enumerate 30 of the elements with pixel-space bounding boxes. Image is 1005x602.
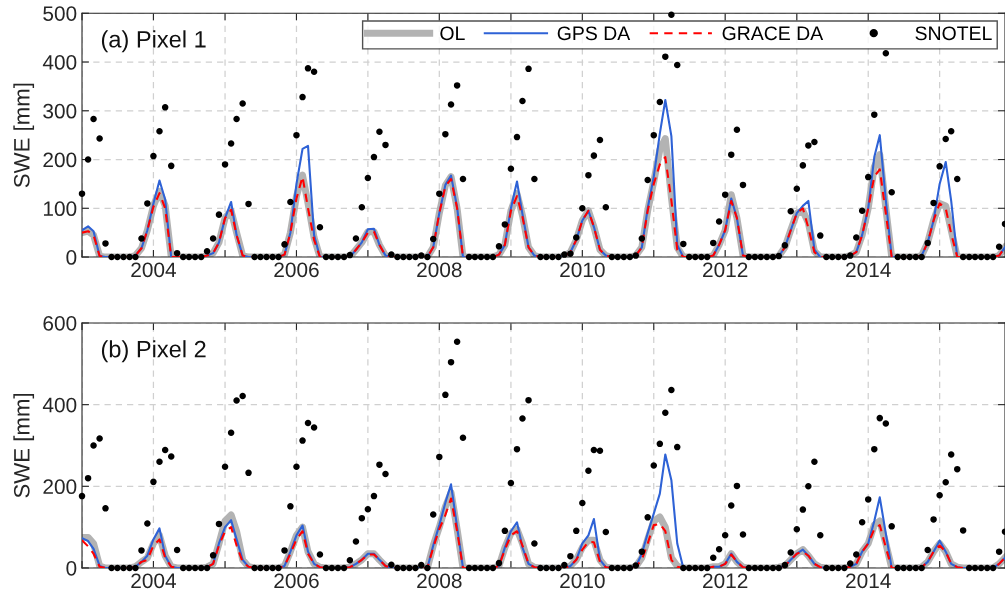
x-tick-label: 2010 — [560, 573, 605, 589]
y-tick-label: 400 — [42, 397, 77, 413]
y-axis-title: SWE [mm] — [13, 393, 35, 498]
x-tick-label: 2014 — [846, 262, 891, 278]
x-tick-label: 2012 — [703, 262, 748, 278]
y-axis-title: SWE [mm] — [13, 83, 35, 188]
y-tick-label: 300 — [43, 103, 77, 119]
legend-label: SNOTEL — [915, 26, 992, 41]
y-tick-label: 100 — [43, 201, 77, 217]
y-tick-label: 200 — [43, 152, 77, 168]
annotation: (b) Pixel 2 — [101, 340, 206, 363]
x-tick-label: 2008 — [417, 262, 462, 278]
y-tick-label: 200 — [43, 479, 77, 495]
y-tick-label: 400 — [42, 55, 77, 70]
y-tick-label: 500 — [43, 6, 77, 21]
x-tick-label: 2006 — [274, 262, 319, 278]
annotation: (a) Pixel 1 — [101, 30, 206, 53]
x-tick-label: 2014 — [846, 573, 891, 589]
x-tick-label: 2006 — [274, 573, 319, 589]
legend-label: GRACE DA — [722, 26, 824, 41]
x-tick-label: 2004 — [131, 573, 176, 589]
x-tick-label: 2012 — [703, 573, 748, 589]
x-tick-label: 2008 — [417, 573, 462, 589]
x-tick-label: 2010 — [560, 262, 605, 278]
y-tick-label: 0 — [66, 560, 77, 576]
legend-label: GPS DA — [557, 26, 631, 41]
y-tick-label: 0 — [66, 250, 77, 265]
x-tick-label: 2004 — [131, 262, 176, 278]
y-tick-label: 600 — [43, 315, 77, 331]
legend-label: OL — [440, 26, 465, 41]
